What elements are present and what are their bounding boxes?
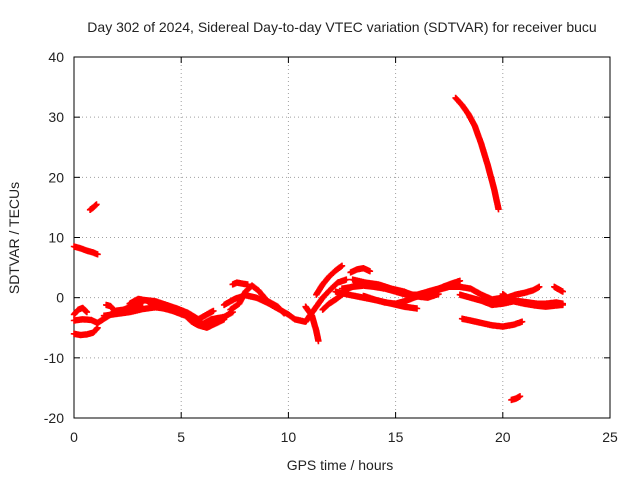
x-tick-label: 15 [388,429,404,445]
data-seg-evening-c [499,290,566,307]
data-seg-neg-band [458,315,526,330]
y-tick-label: 10 [48,230,64,246]
chart-title: Day 302 of 2024, Sidereal Day-to-day VTE… [87,19,596,35]
data-seg-mid-top [229,279,251,288]
y-tick-label: 30 [48,109,64,125]
data-seg-start-low [70,324,101,339]
data-seg-small-hump [347,265,374,276]
data-seg-late-small [551,283,566,295]
x-tick-label: 10 [281,429,297,445]
data-seg-morning-c [126,295,228,331]
y-tick-label: -20 [44,410,64,426]
x-tick-label: 5 [177,429,185,445]
data-seg-early-spike [86,201,100,213]
data-seg-low-spike [508,393,524,404]
y-tick-label: 40 [48,49,64,65]
x-axis-label: GPS time / hours [287,457,394,473]
data-points [70,94,566,404]
grid-lines [74,57,610,418]
y-tick-label: 0 [56,290,64,306]
axis-ticks: 0 5 10 15 20 25 -20 -10 0 10 20 30 40 [44,49,618,445]
data-seg-dip-midday [302,303,322,345]
data-seg-midday-hump [313,262,346,298]
y-tick-label: -10 [44,350,64,366]
data-seg-start-dip [70,304,91,318]
y-axis-label: SDTVAR / TECUs [6,182,22,294]
x-tick-label: 20 [495,429,511,445]
x-tick-label: 0 [70,429,78,445]
data-seg-big-spike [452,94,502,213]
y-tick-label: 20 [48,169,64,185]
data-seg-early-high [70,243,101,258]
x-tick-label: 25 [602,429,618,445]
data-seg-afternoon-d [360,283,506,307]
